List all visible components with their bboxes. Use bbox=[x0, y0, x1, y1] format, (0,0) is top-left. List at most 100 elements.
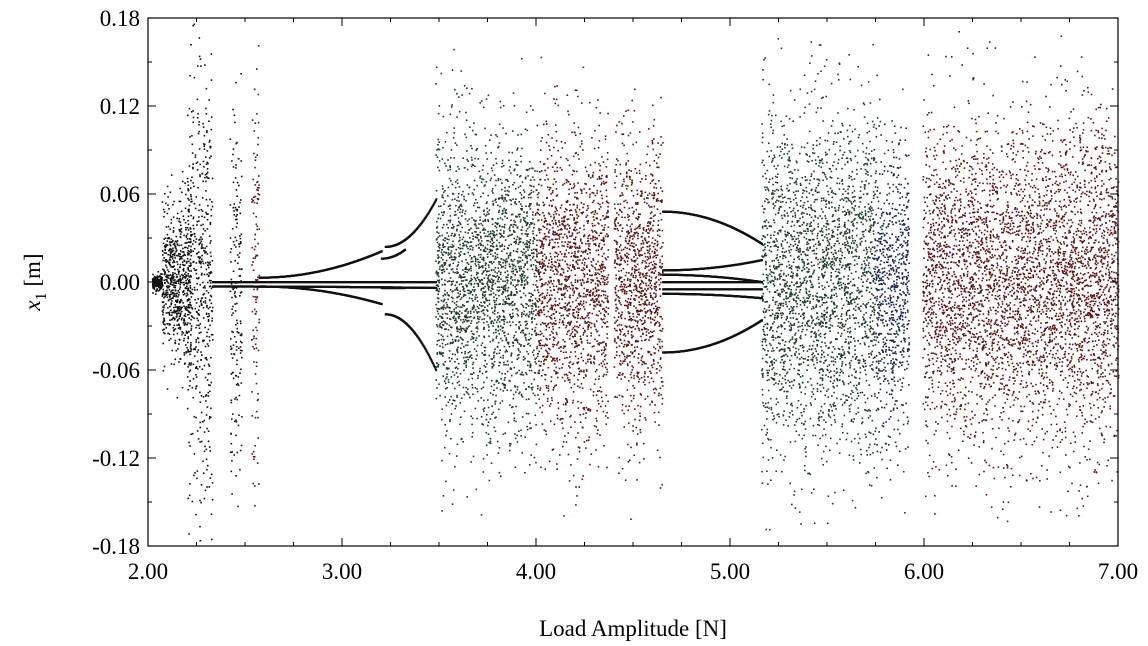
scatter-point bbox=[152, 292, 154, 294]
scatter-point bbox=[190, 342, 192, 344]
scatter-point bbox=[485, 215, 487, 217]
scatter-point bbox=[558, 358, 561, 361]
scatter-point bbox=[440, 334, 443, 336]
scatter-point bbox=[463, 345, 465, 348]
scatter-point bbox=[554, 319, 557, 322]
scatter-point bbox=[229, 204, 232, 206]
scatter-point bbox=[586, 240, 589, 242]
scatter-point bbox=[231, 418, 233, 420]
scatter-point bbox=[449, 215, 452, 217]
scatter-point bbox=[477, 317, 479, 320]
scatter-point bbox=[489, 179, 492, 182]
scatter-point bbox=[595, 449, 597, 451]
scatter-point bbox=[459, 247, 461, 250]
scatter-point bbox=[462, 242, 464, 245]
scatter-point bbox=[236, 141, 238, 144]
scatter-point bbox=[152, 282, 155, 285]
scatter-point bbox=[170, 314, 173, 316]
scatter-point bbox=[163, 252, 166, 254]
scatter-point bbox=[193, 260, 195, 263]
scatter-point bbox=[529, 193, 531, 195]
scatter-point bbox=[566, 270, 569, 272]
scatter-point bbox=[179, 275, 182, 277]
scatter-point bbox=[578, 447, 581, 449]
scatter-point bbox=[166, 212, 169, 215]
scatter-point bbox=[163, 279, 166, 281]
scatter-point bbox=[565, 287, 567, 290]
scatter-point bbox=[520, 275, 523, 278]
scatter-point bbox=[195, 162, 198, 165]
scatter-point bbox=[551, 247, 554, 250]
scatter-point bbox=[463, 290, 466, 293]
scatter-point bbox=[160, 276, 162, 278]
scatter-point bbox=[176, 320, 179, 322]
scatter-point bbox=[509, 316, 512, 318]
scatter-point bbox=[236, 319, 238, 322]
scatter-point bbox=[477, 206, 479, 209]
scatter-point bbox=[529, 363, 532, 365]
scatter-point bbox=[575, 89, 578, 92]
scatter-point bbox=[545, 433, 548, 436]
scatter-point bbox=[491, 379, 493, 382]
scatter-point bbox=[510, 443, 512, 445]
scatter-point bbox=[235, 167, 237, 169]
scatter-point bbox=[541, 404, 544, 407]
scatter-point bbox=[171, 251, 173, 253]
scatter-point bbox=[162, 268, 164, 271]
scatter-point bbox=[601, 268, 603, 270]
scatter-point bbox=[209, 263, 211, 266]
scatter-point bbox=[195, 326, 197, 329]
scatter-point bbox=[570, 387, 573, 389]
scatter-point bbox=[190, 327, 193, 330]
scatter-point bbox=[195, 346, 197, 348]
scatter-point bbox=[489, 235, 491, 238]
scatter-point bbox=[535, 261, 538, 263]
scatter-point bbox=[188, 165, 191, 167]
scatter-point bbox=[161, 301, 164, 303]
scatter-point bbox=[204, 302, 207, 304]
scatter-point bbox=[562, 271, 565, 274]
scatter-point bbox=[239, 237, 242, 240]
scatter-point bbox=[508, 234, 511, 237]
scatter-point bbox=[205, 357, 207, 359]
scatter-point bbox=[170, 363, 173, 365]
scatter-point bbox=[554, 300, 557, 303]
scatter-point bbox=[174, 311, 176, 314]
scatter-point bbox=[533, 349, 535, 352]
scatter-point bbox=[184, 334, 186, 336]
scatter-point bbox=[515, 242, 517, 245]
scatter-point bbox=[590, 211, 593, 214]
scatter-point bbox=[457, 346, 459, 349]
scatter-point bbox=[578, 450, 581, 453]
scatter-point bbox=[526, 350, 528, 353]
scatter-point bbox=[438, 351, 441, 353]
scatter-point bbox=[602, 236, 605, 239]
scatter-point bbox=[504, 432, 506, 435]
scatter-point bbox=[521, 315, 523, 318]
scatter-point bbox=[181, 281, 183, 284]
scatter-point bbox=[584, 182, 586, 185]
scatter-point bbox=[573, 254, 575, 257]
scatter-point bbox=[239, 340, 242, 343]
scatter-point bbox=[535, 309, 537, 311]
scatter-point bbox=[607, 274, 610, 276]
scatter-point bbox=[207, 373, 210, 375]
scatter-point bbox=[580, 255, 582, 257]
scatter-point bbox=[455, 455, 458, 457]
scatter-point bbox=[470, 330, 473, 333]
scatter-point bbox=[437, 262, 440, 265]
scatter-point bbox=[205, 163, 208, 166]
scatter-point bbox=[523, 191, 526, 193]
scatter-point bbox=[479, 231, 482, 234]
scatter-point bbox=[593, 323, 596, 325]
scatter-point bbox=[255, 382, 258, 385]
scatter-point bbox=[444, 424, 446, 426]
scatter-point bbox=[451, 283, 453, 285]
scatter-point bbox=[446, 317, 449, 319]
scatter-point bbox=[553, 317, 556, 319]
scatter-point bbox=[473, 276, 476, 279]
scatter-point bbox=[504, 373, 506, 375]
scatter-point bbox=[528, 316, 530, 318]
scatter-point bbox=[528, 398, 530, 400]
scatter-point bbox=[168, 263, 171, 265]
